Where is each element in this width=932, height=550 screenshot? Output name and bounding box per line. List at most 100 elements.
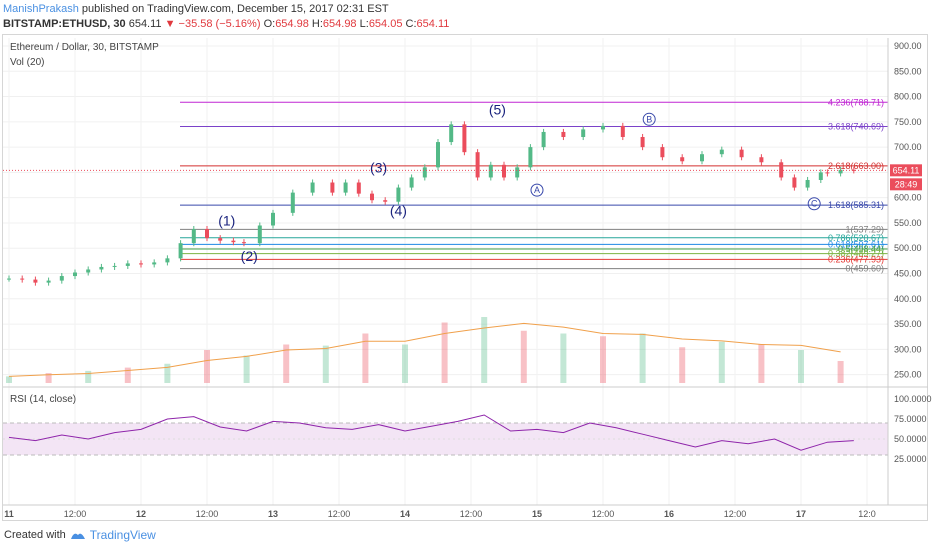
wave-circle-marker xyxy=(642,112,656,126)
rsi-tick-label: 75.0000 xyxy=(894,414,927,424)
rsi-band xyxy=(3,423,888,455)
candle-body xyxy=(152,262,157,265)
time-tick-label: 12:0 xyxy=(858,509,876,519)
candle-body xyxy=(700,154,704,162)
rsi-tick-label: 25.0000 xyxy=(894,454,927,464)
candle-body xyxy=(73,272,77,277)
volume-bar xyxy=(441,322,448,383)
candle-body xyxy=(660,147,665,158)
candle-body xyxy=(271,212,275,226)
wave-circle-marker xyxy=(807,197,821,211)
price-tick-label: 600.00 xyxy=(894,193,922,203)
candle-body xyxy=(449,124,454,143)
volume-bar xyxy=(243,355,250,383)
time-tick-label: 12:00 xyxy=(64,509,87,519)
volume-bar xyxy=(283,344,290,383)
fib-level-label: 1.618(585.31) xyxy=(828,200,884,210)
last-price-label: 654.11 xyxy=(893,165,920,175)
wave-circle-marker xyxy=(530,183,544,197)
candle-body xyxy=(165,258,170,263)
footer: Created with TradingView xyxy=(4,528,156,542)
volume-bar xyxy=(204,350,210,383)
fib-level-label: 0(459.60) xyxy=(845,264,884,274)
candle-body xyxy=(330,182,335,193)
high-value: 654.98 xyxy=(322,18,357,30)
price-tick-label: 700.00 xyxy=(894,142,922,152)
candle-body xyxy=(191,229,196,244)
tradingview-brand[interactable]: TradingView xyxy=(89,528,156,542)
fib-level-label: 0.786(520.67) xyxy=(828,233,884,243)
price-tick-label: 900.00 xyxy=(894,41,922,51)
price-tick-label: 550.00 xyxy=(894,218,922,228)
time-tick-label: 12:00 xyxy=(196,509,219,519)
volume-bar xyxy=(45,373,52,383)
time-tick-label: 13 xyxy=(268,509,278,519)
low-value: 654.05 xyxy=(368,18,403,30)
candle-body xyxy=(112,265,117,267)
candle-body xyxy=(541,131,546,148)
rsi-tick-label: 100.0000 xyxy=(894,394,932,404)
candle-body xyxy=(680,157,685,162)
wave-label: A xyxy=(534,185,540,195)
time-tick-label: 11 xyxy=(4,509,14,519)
candle-body xyxy=(561,131,566,138)
candle-body xyxy=(290,192,295,213)
price-tick-label: 750.00 xyxy=(894,117,922,127)
time-tick-label: 12 xyxy=(136,509,146,519)
volume-bar xyxy=(758,344,765,383)
open-value: 654.98 xyxy=(275,18,309,30)
created-with-text: Created with xyxy=(4,529,66,541)
price-tick-label: 350.00 xyxy=(894,319,922,329)
last-price-tag xyxy=(890,164,922,177)
candle-body xyxy=(370,193,374,201)
time-tick-label: 14 xyxy=(400,509,410,519)
candle-body xyxy=(33,279,38,283)
time-tick-label: 12:00 xyxy=(724,509,747,519)
candle-body xyxy=(59,276,64,281)
volume-bar xyxy=(520,330,527,383)
candle-body xyxy=(462,124,467,153)
volume-bar xyxy=(679,347,686,383)
time-tick-label: 15 xyxy=(532,509,542,519)
high-label: H: xyxy=(311,18,323,30)
candle-body xyxy=(7,278,11,280)
candle-body xyxy=(422,167,427,178)
volume-bar xyxy=(322,345,329,383)
price-tick-label: 250.00 xyxy=(894,370,922,380)
candle-body xyxy=(581,129,586,138)
rsi-line xyxy=(8,414,854,451)
publish-info: ManishPrakash published on TradingView.c… xyxy=(3,3,389,15)
candle-body xyxy=(759,157,764,163)
candle-body xyxy=(436,142,440,168)
candle-body xyxy=(739,149,744,158)
candle-body xyxy=(396,187,401,202)
candle-body xyxy=(20,278,25,280)
candle-body xyxy=(257,225,262,244)
candle-body xyxy=(792,177,797,188)
time-tick-label: 17 xyxy=(796,509,806,519)
candle-body xyxy=(851,169,856,171)
fib-level-label: 4.236(788.71) xyxy=(828,97,884,107)
candle-body xyxy=(502,164,506,178)
volume-bar xyxy=(718,341,725,383)
fib-level-label: 0.382(489.27) xyxy=(828,249,884,259)
time-tick-label: 12:00 xyxy=(592,509,615,519)
author-link[interactable]: ManishPrakash xyxy=(3,3,79,15)
ohlc-line: BITSTAMP:ETHUSD, 30 654.11 ▼ −35.58 (−5.… xyxy=(3,18,449,30)
wave-label: (2) xyxy=(241,248,258,264)
candle-body xyxy=(343,182,348,193)
chart-frame xyxy=(2,34,928,521)
candle-body xyxy=(231,240,236,243)
candle-body xyxy=(779,162,784,178)
wave-label: (3) xyxy=(370,159,387,175)
countdown-label: 28:49 xyxy=(895,179,918,189)
candle-body xyxy=(475,152,480,178)
candle-body xyxy=(805,179,810,188)
volume-ma-line xyxy=(8,322,841,377)
main-chart-title: Ethereum / Dollar, 30, BITSTAMP xyxy=(10,42,159,53)
candle-body xyxy=(601,125,605,130)
volume-bar xyxy=(362,333,369,383)
wave-label: (1) xyxy=(218,212,235,228)
open-label: O: xyxy=(263,18,276,30)
